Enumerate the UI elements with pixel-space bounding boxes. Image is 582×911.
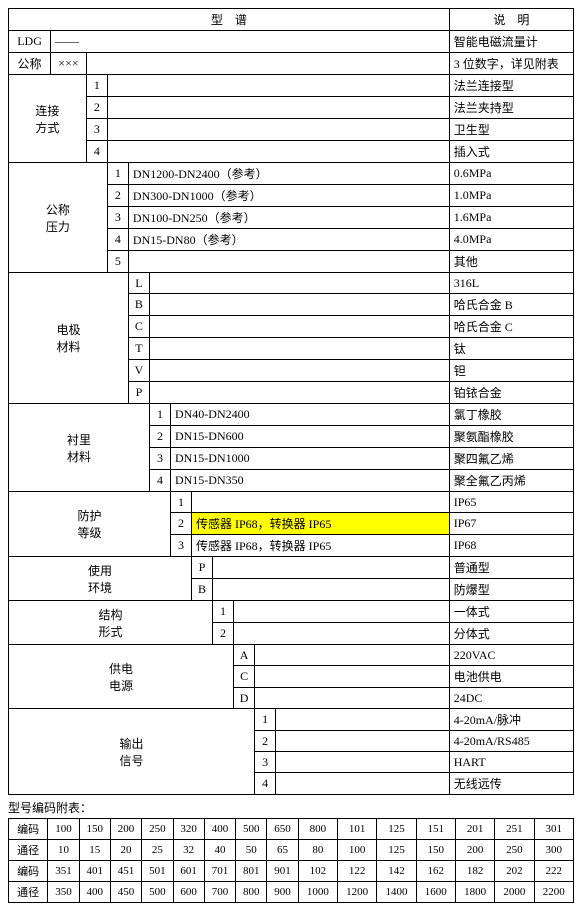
lining-label: 衬里材料 [9,404,150,492]
appendix-row: 编码 1001502002503204005006508001011251512… [9,819,574,840]
electrode-label: 电极材料 [9,273,129,404]
appendix-row: 通径 101520253240506580100125150200250300 [9,840,574,861]
pressure-label: 公称压力 [9,163,108,273]
structure-label: 结构形式 [9,601,213,645]
environment-label: 使用环境 [9,557,192,601]
connection-label: 连接方式 [9,75,87,163]
nominal-desc: 3 位数字，详见附表 [449,53,573,75]
appendix-row: 编码 3514014515016017018019011021221421621… [9,861,574,882]
ldg-desc: 智能电磁流量计 [449,31,573,53]
appendix-title: 型号编码附表： [8,799,574,816]
conn-code-1: 1 [86,75,107,97]
header-desc: 说 明 [449,9,573,31]
ldg-mark: —— [51,31,450,53]
nominal-mark: ××× [51,53,87,75]
output-label: 输出信号 [9,709,255,795]
conn-desc-1: 法兰连接型 [449,75,573,97]
nominal-label: 公称 [9,53,51,75]
ldg-code: LDG [9,31,51,53]
protection-highlight: 传感器 IP68，转换器 IP65 [192,513,450,535]
protection-label: 防护等级 [9,492,171,557]
appendix-row: 通径 3504004505006007008009001000120014001… [9,882,574,903]
power-label: 供电电源 [9,645,234,709]
header-model: 型 谱 [9,9,450,31]
appendix-table: 编码 1001502002503204005006508001011251512… [8,818,574,903]
model-spectrum-table: 型 谱 说 明 LDG —— 智能电磁流量计 公称 ××× 3 位数字，详见附表… [8,8,574,795]
